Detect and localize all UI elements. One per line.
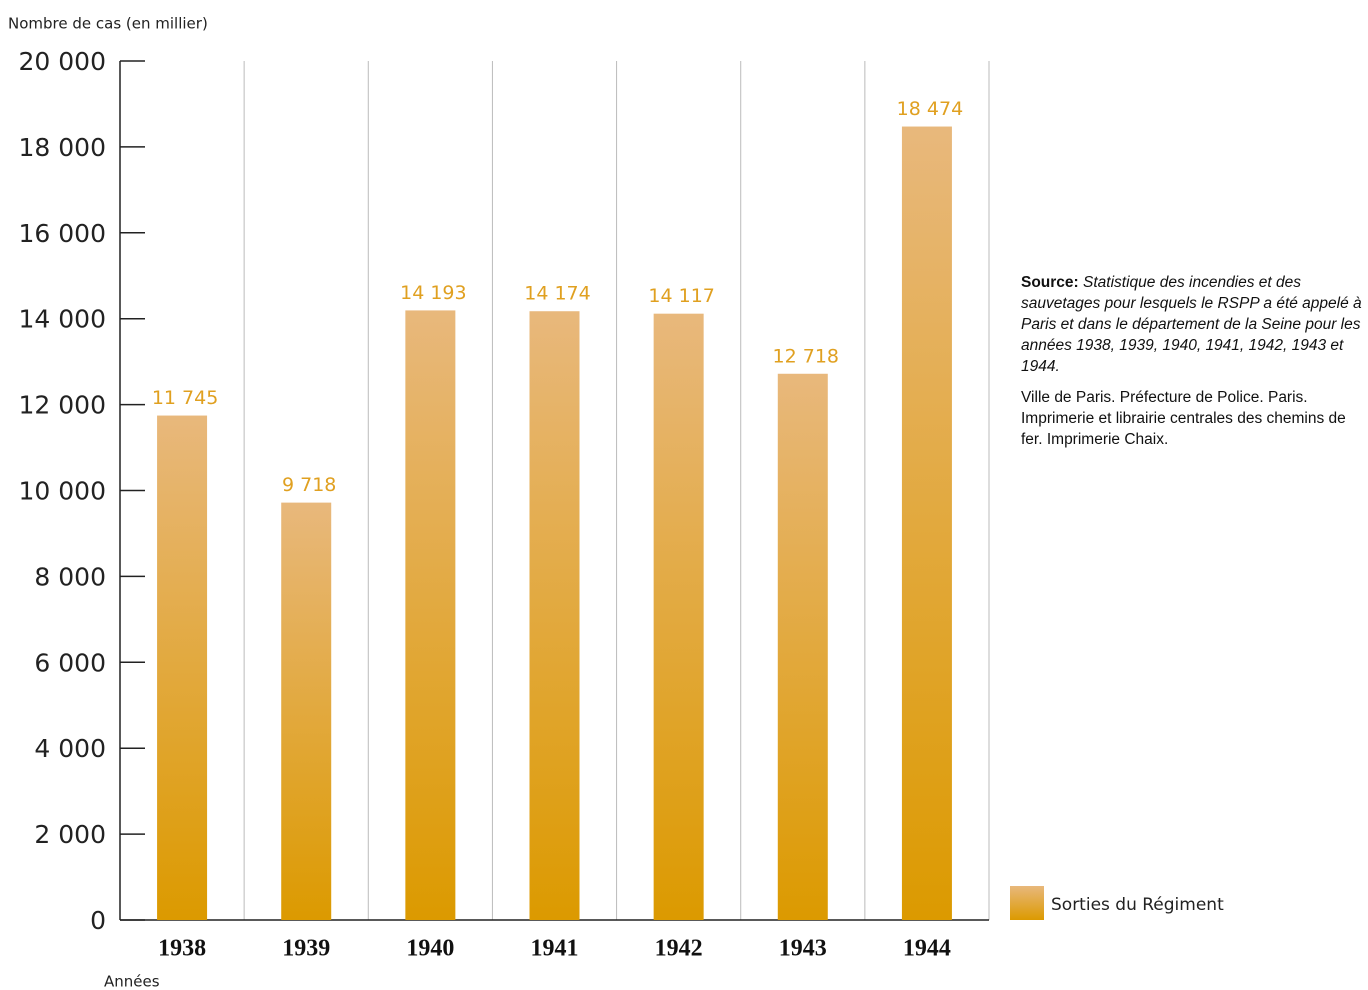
x-tick-label: 1941: [531, 936, 579, 962]
value-label: 14 193: [400, 282, 466, 304]
source-text: Statistique des incendies et des sauveta…: [1021, 274, 1362, 375]
y-tick-label: 18 000: [19, 133, 106, 162]
value-label: 11 745: [152, 387, 218, 409]
legend-swatch: [1010, 886, 1044, 920]
y-tick-label: 12 000: [19, 391, 106, 420]
value-label: 12 718: [773, 345, 839, 367]
x-tick-label: 1938: [158, 936, 206, 962]
x-tick-label: 1944: [903, 936, 951, 962]
bar: [777, 373, 828, 920]
y-tick-label: 4 000: [34, 734, 106, 763]
y-tick-label: 8 000: [34, 562, 106, 591]
x-tick-label: 1943: [779, 936, 827, 962]
y-tick-label: 2 000: [34, 820, 106, 849]
x-tick-label: 1940: [406, 936, 454, 962]
y-axis-label: Nombre de cas (en millier): [8, 15, 208, 33]
value-label: 9 718: [282, 474, 336, 496]
y-tick-label: 14 000: [19, 305, 106, 334]
value-label: 14 174: [524, 283, 590, 305]
x-axis-label: Années: [104, 973, 160, 990]
source-note: Source: Statistique des incendies et des…: [1021, 272, 1366, 460]
bar: [281, 502, 332, 920]
source-label: Source:: [1021, 274, 1079, 291]
y-tick-label: 10 000: [19, 477, 106, 506]
y-tick-label: 20 000: [19, 47, 106, 76]
bar: [653, 313, 704, 921]
bar: [901, 126, 952, 921]
legend-label: Sorties du Régiment: [1051, 895, 1224, 915]
value-label: 14 117: [648, 285, 714, 307]
y-tick-label: 16 000: [19, 219, 106, 248]
y-tick-label: 6 000: [34, 648, 106, 677]
y-tick-label: 0: [90, 906, 106, 935]
bar: [405, 310, 456, 920]
value-label: 18 474: [897, 98, 963, 120]
x-tick-label: 1942: [655, 936, 703, 962]
x-tick-label: 1939: [282, 936, 330, 962]
bar: [157, 415, 208, 920]
bar: [529, 311, 580, 921]
publisher: Ville de Paris. Préfecture de Police. Pa…: [1021, 389, 1346, 448]
